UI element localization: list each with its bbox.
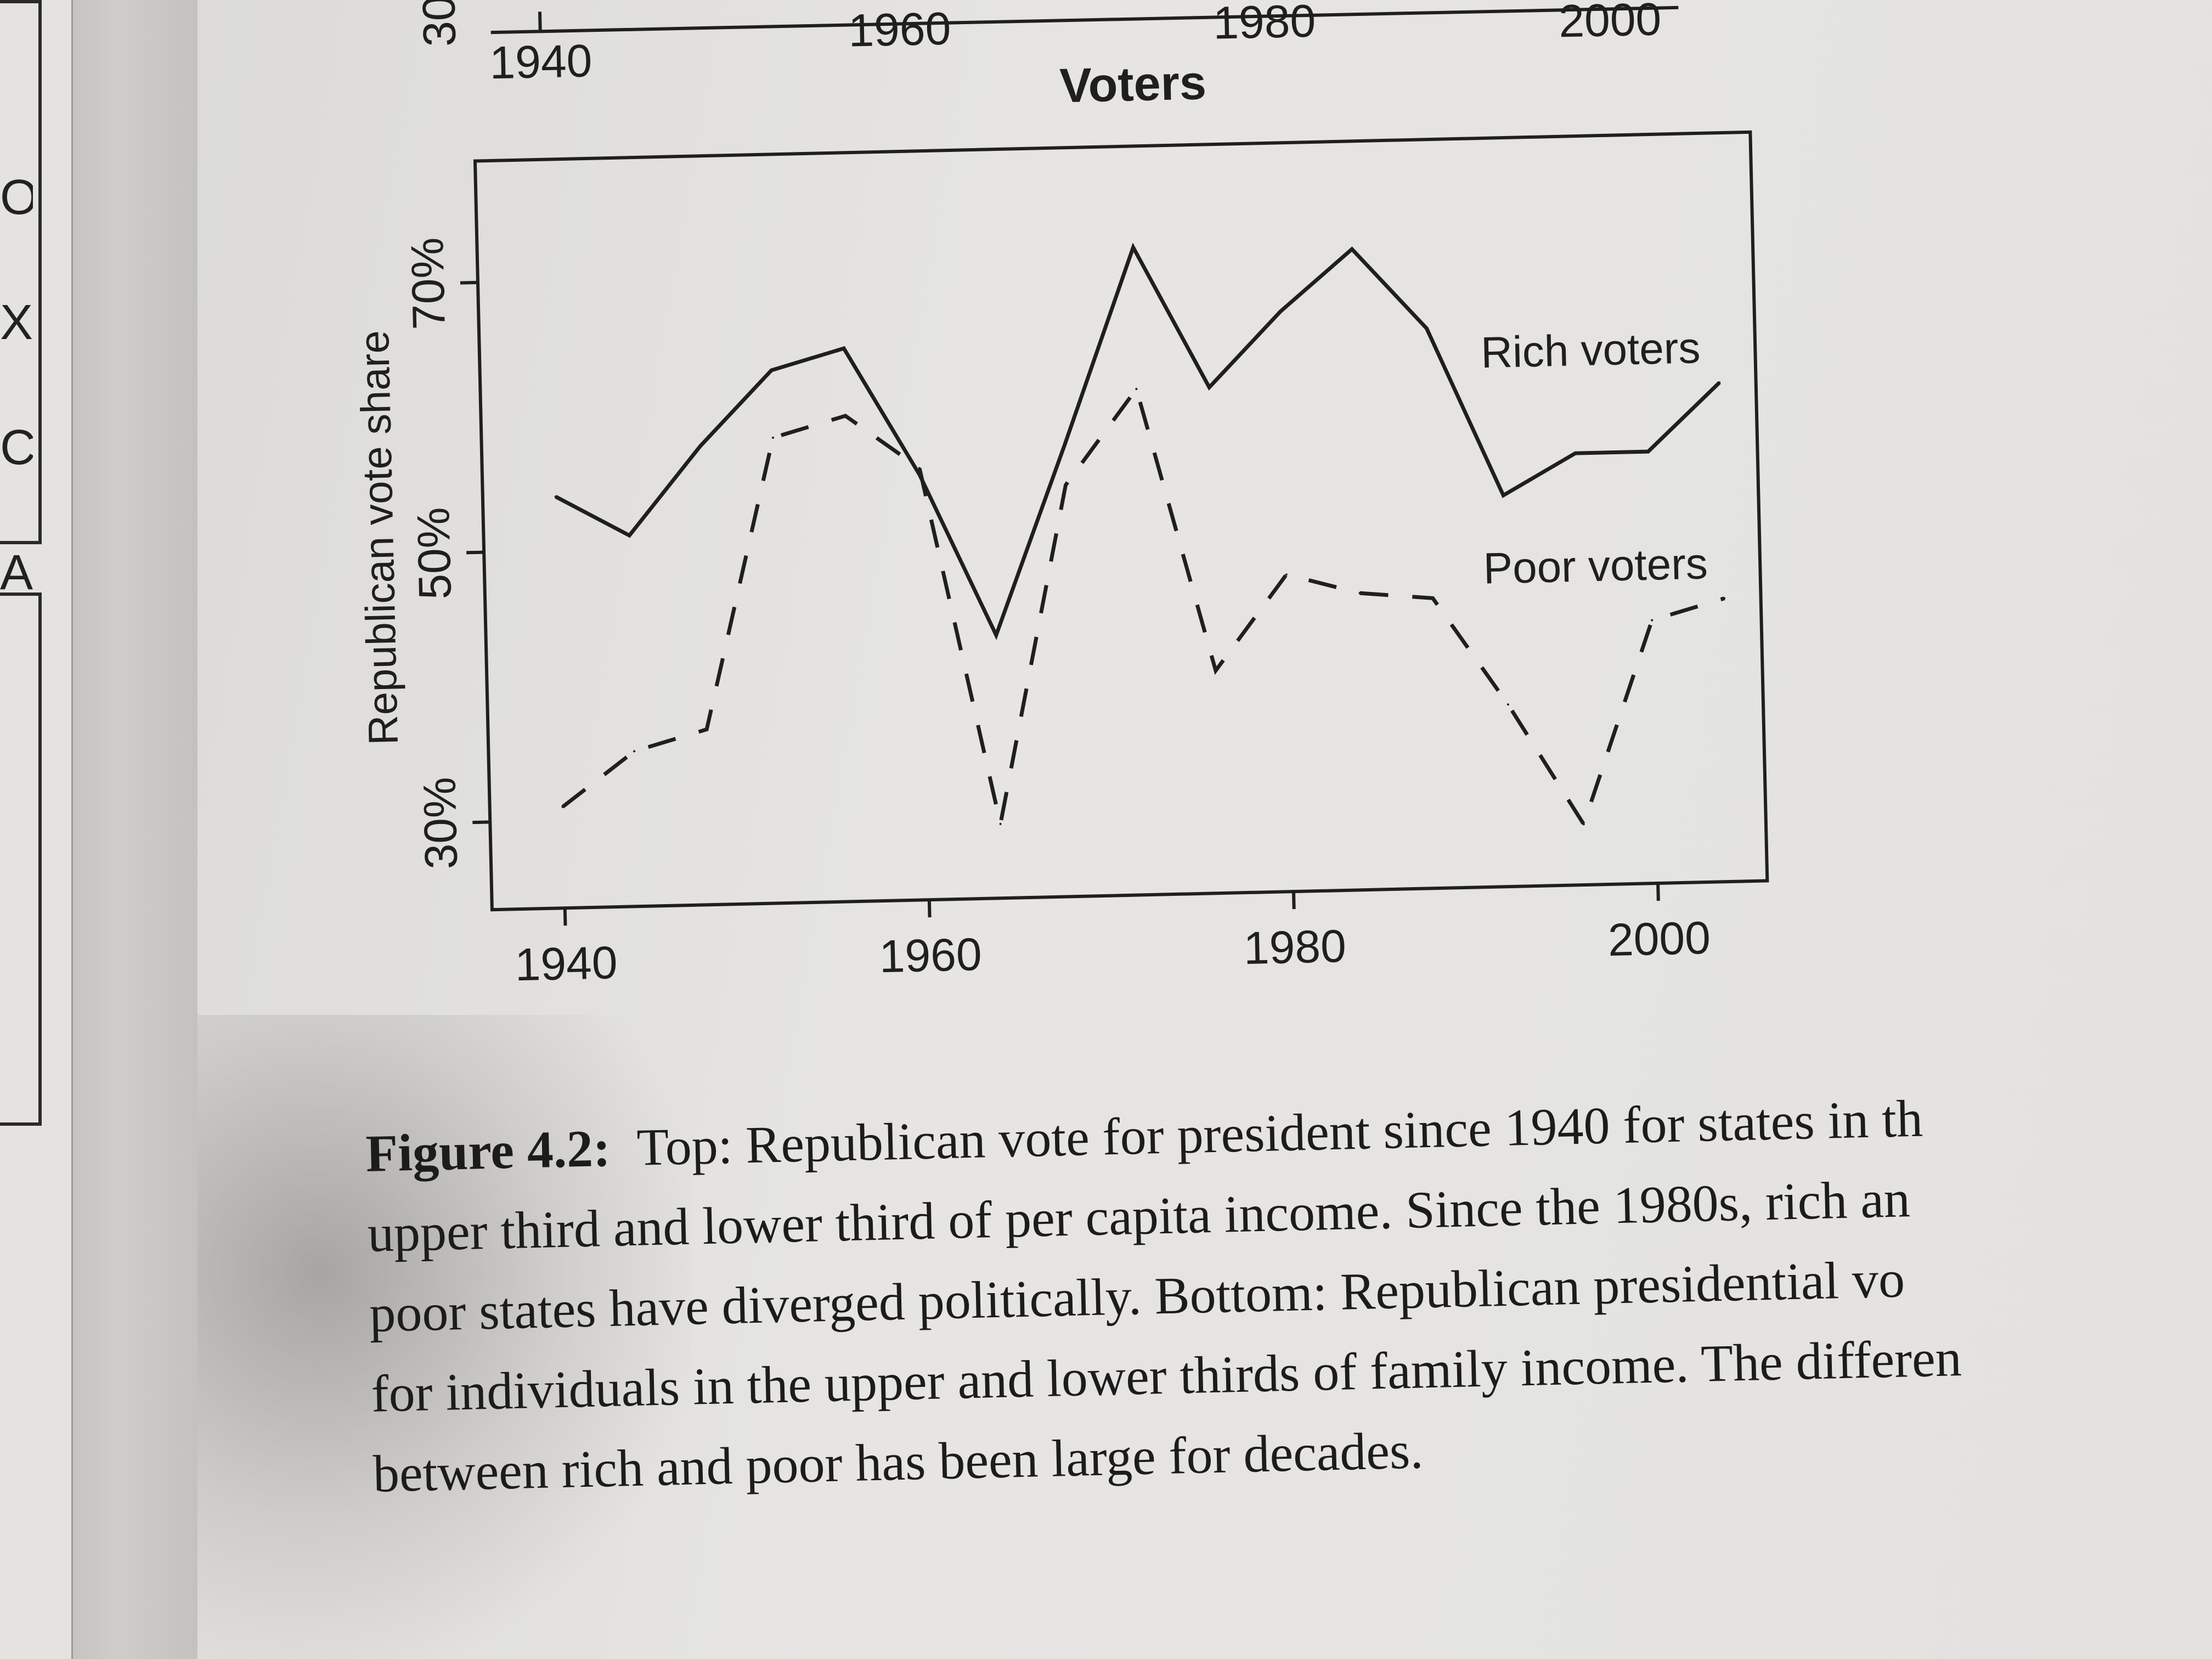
y-axis-label: Republican vote share	[351, 330, 407, 746]
figure-label: Figure 4.2:	[365, 1118, 611, 1183]
plot-frame	[473, 130, 1769, 912]
x-tick-label: 1940	[515, 936, 618, 990]
data-point	[1063, 443, 1066, 446]
top-panel-tick-label: 1940	[489, 35, 592, 88]
data-point	[771, 436, 774, 439]
data-point	[1647, 450, 1650, 453]
series-layer: Rich voters Poor voters	[554, 242, 1726, 829]
previous-page-letters: OK X C A	[0, 93, 33, 677]
data-point	[1718, 381, 1721, 384]
previous-page-letter: X	[0, 295, 33, 350]
previous-page-letter: C	[0, 420, 33, 475]
data-point	[1574, 452, 1577, 455]
data-point	[561, 805, 564, 808]
data-point	[1208, 386, 1211, 389]
y-tick-label: 30%	[413, 776, 467, 870]
previous-page-letter: OK	[0, 170, 33, 225]
x-axis: 1940 1960 1980 2000	[515, 883, 1711, 990]
data-point	[1506, 703, 1509, 706]
series-line-poor-voters	[561, 385, 1725, 829]
data-point	[1582, 823, 1585, 826]
data-point	[1431, 597, 1434, 600]
top-panel-tick-label: 1980	[1212, 0, 1316, 49]
data-point	[1425, 327, 1428, 330]
data-point	[1132, 246, 1135, 249]
top-panel-tick-label: 2000	[1558, 0, 1662, 47]
chart-title: Voters	[1059, 55, 1207, 112]
data-point	[770, 369, 773, 371]
previous-page-box	[0, 592, 42, 1126]
top-panel-remnant: 1940 1960 1980 2000 30	[413, 0, 1679, 88]
x-tick-label: 1980	[1243, 920, 1347, 974]
top-panel-tick-label: 1960	[848, 3, 951, 57]
data-point	[628, 534, 631, 537]
previous-page: OK X C A	[0, 0, 73, 1659]
data-point	[554, 495, 557, 498]
data-point	[1358, 592, 1361, 595]
series-label-poor-voters: Poor voters	[1483, 539, 1708, 592]
data-point	[1285, 573, 1288, 576]
plot-area: Voters 1940 1960 1980 2000 30% 50% 70% Republ…	[351, 55, 1769, 990]
data-point	[843, 347, 845, 350]
data-point	[995, 634, 997, 636]
y-tick-label: 50%	[407, 507, 461, 600]
x-tick-label: 1960	[879, 928, 983, 982]
top-panel-partial-tick-label: 30	[413, 0, 465, 47]
book-page	[198, 0, 2212, 1659]
top-panel-axis-line	[490, 5, 1679, 35]
x-tick-label: 2000	[1607, 912, 1711, 966]
y-tick-label: 70%	[401, 237, 455, 330]
data-point	[1651, 619, 1654, 622]
previous-page-letter: A	[0, 545, 33, 600]
data-point	[844, 414, 847, 417]
data-point	[1135, 388, 1138, 391]
data-point	[1214, 669, 1217, 672]
y-axis: 30% 50% 70%	[401, 237, 490, 870]
x-tick-mark	[563, 908, 567, 926]
data-point	[1723, 597, 1726, 600]
data-point	[699, 445, 702, 448]
series-label-rich-voters: Rich voters	[1480, 323, 1701, 377]
data-point	[918, 467, 921, 470]
y-tick-mark	[466, 550, 484, 555]
data-point	[999, 822, 1002, 825]
data-point	[1351, 248, 1353, 251]
previous-page-box	[0, 0, 42, 544]
data-point	[1064, 484, 1067, 487]
data-point	[1279, 310, 1282, 313]
x-tick-mark	[927, 900, 932, 918]
data-point	[1502, 494, 1505, 496]
data-point	[633, 750, 636, 753]
figure-caption: Figure 4.2: Top: Republican vote for pre…	[365, 1072, 2212, 1564]
hand-shadow	[198, 1015, 691, 1659]
data-point	[706, 728, 708, 731]
